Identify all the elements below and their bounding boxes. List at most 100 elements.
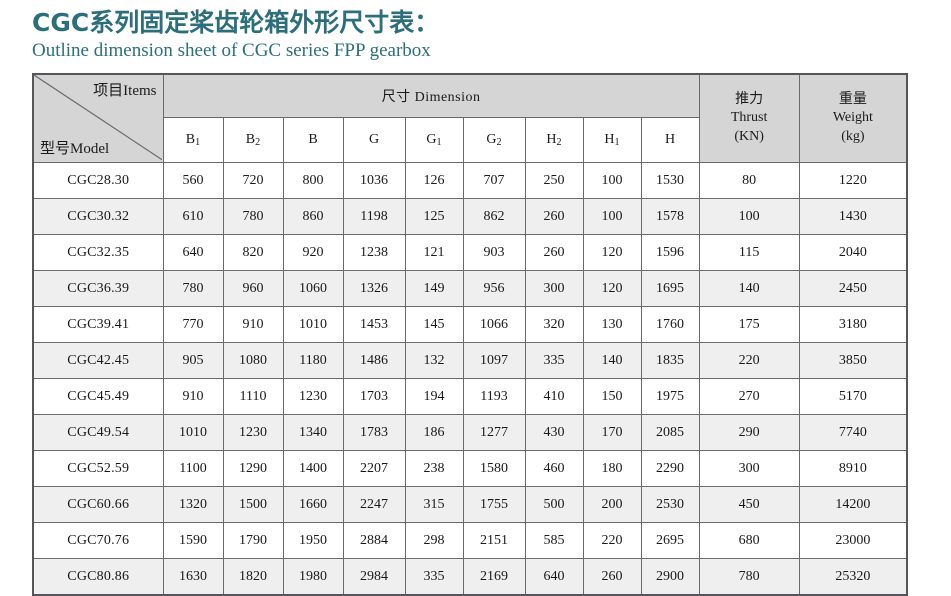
cell-h1: 100 [582,162,642,199]
weight-header-line2: Weight [832,110,873,126]
cell-model: CGC30.32 [32,198,164,235]
table-row: CGC28.30 560 720 800 1036 126 707 250 100 1530 80 1… [32,162,908,199]
cell-g: 1326 [342,270,406,307]
cell-h: 1695 [640,270,700,307]
cell-h: 1835 [640,342,700,379]
cell-b2: 1110 [222,378,284,415]
cell-h: 1975 [640,378,700,415]
cell-g2: 1755 [462,486,526,523]
table-row: CGC60.66 1320 1500 1660 2247 315 1755 500 200 253… [32,486,908,523]
cell-g2: 707 [462,162,526,199]
cell-b: 1950 [282,522,344,559]
cell-b: 800 [282,162,344,199]
cell-g1: 126 [404,162,464,199]
cell-b1: 560 [162,162,224,199]
cell-h2: 500 [524,486,584,523]
cell-g: 1036 [342,162,406,199]
cell-b2: 960 [222,270,284,307]
cell-h2: 300 [524,270,584,307]
cell-model: CGC80.86 [32,558,164,596]
cell-h1: 200 [582,486,642,523]
cell-h1: 140 [582,342,642,379]
cell-h1: 100 [582,198,642,235]
cell-g2: 862 [462,198,526,235]
thrust-header-line1: 推力 [735,91,764,107]
cell-b2: 720 [222,162,284,199]
cell-g2: 956 [462,270,526,307]
cell-weight: 25320 [798,558,908,596]
table-row: CGC30.32 610 780 860 1198 125 862 260 100 1578 100… [32,198,908,235]
cell-b1: 905 [162,342,224,379]
cell-b2: 1230 [222,414,284,451]
table-row: CGC32.35 640 820 920 1238 121 903 260 120 1596 115… [32,234,908,271]
cell-h1: 220 [582,522,642,559]
corner-model-label: 型号Model [40,141,110,157]
cell-h: 2290 [640,450,700,487]
cell-thrust: 290 [698,414,800,451]
cell-g: 2207 [342,450,406,487]
cell-g1: 186 [404,414,464,451]
cell-weight: 14200 [798,486,908,523]
cell-h2: 460 [524,450,584,487]
cell-model: CGC32.35 [32,234,164,271]
cell-g1: 125 [404,198,464,235]
cell-g1: 194 [404,378,464,415]
cell-h: 2900 [640,558,700,596]
cell-g1: 238 [404,450,464,487]
cell-b2: 780 [222,198,284,235]
page-subtitle-english: Outline dimension sheet of CGC series FP… [32,40,431,61]
column-header-b: B [282,117,344,163]
thrust-header-line2: Thrust [730,110,768,126]
cell-b2: 910 [222,306,284,343]
cell-weight: 1220 [798,162,908,199]
cell-b2: 1080 [222,342,284,379]
cell-g1: 132 [404,342,464,379]
cell-b2: 1290 [222,450,284,487]
cell-h: 2530 [640,486,700,523]
table-row: CGC45.49 910 1110 1230 1703 194 1193 410 150 1975… [32,378,908,415]
cell-thrust: 115 [698,234,800,271]
cell-b1: 780 [162,270,224,307]
cell-h2: 640 [524,558,584,596]
cell-h1: 120 [582,270,642,307]
column-header-h1: H1 [582,117,642,163]
cell-b: 1400 [282,450,344,487]
cell-b: 1010 [282,306,344,343]
cell-model: CGC36.39 [32,270,164,307]
cell-b: 1180 [282,342,344,379]
cell-h: 1578 [640,198,700,235]
cell-g: 1783 [342,414,406,451]
table-row: CGC36.39 780 960 1060 1326 149 956 300 120 1695 14… [32,270,908,307]
cell-g2: 1580 [462,450,526,487]
cell-thrust: 680 [698,522,800,559]
cell-model: CGC49.54 [32,414,164,451]
cell-g: 2984 [342,558,406,596]
cell-model: CGC28.30 [32,162,164,199]
cell-b1: 1100 [162,450,224,487]
cell-thrust: 450 [698,486,800,523]
cell-b: 1230 [282,378,344,415]
cell-g1: 298 [404,522,464,559]
cell-b: 1980 [282,558,344,596]
cell-weight: 3180 [798,306,908,343]
cell-thrust: 270 [698,378,800,415]
cell-h: 1596 [640,234,700,271]
cell-b2: 1820 [222,558,284,596]
column-header-g: G [342,117,406,163]
cell-h1: 130 [582,306,642,343]
cell-h: 2085 [640,414,700,451]
cell-b: 1060 [282,270,344,307]
cell-h2: 410 [524,378,584,415]
cell-b: 860 [282,198,344,235]
corner-items-model-cell: 项目Items 型号Model [32,73,164,163]
cell-h2: 260 [524,198,584,235]
cell-h2: 335 [524,342,584,379]
cell-b1: 640 [162,234,224,271]
dimension-group-header: 尺寸 Dimension [162,73,700,118]
cell-g1: 315 [404,486,464,523]
weight-header-cell: 重量 Weight (kg) [798,73,908,163]
cell-h1: 180 [582,450,642,487]
cell-g: 2247 [342,486,406,523]
cell-g: 1453 [342,306,406,343]
